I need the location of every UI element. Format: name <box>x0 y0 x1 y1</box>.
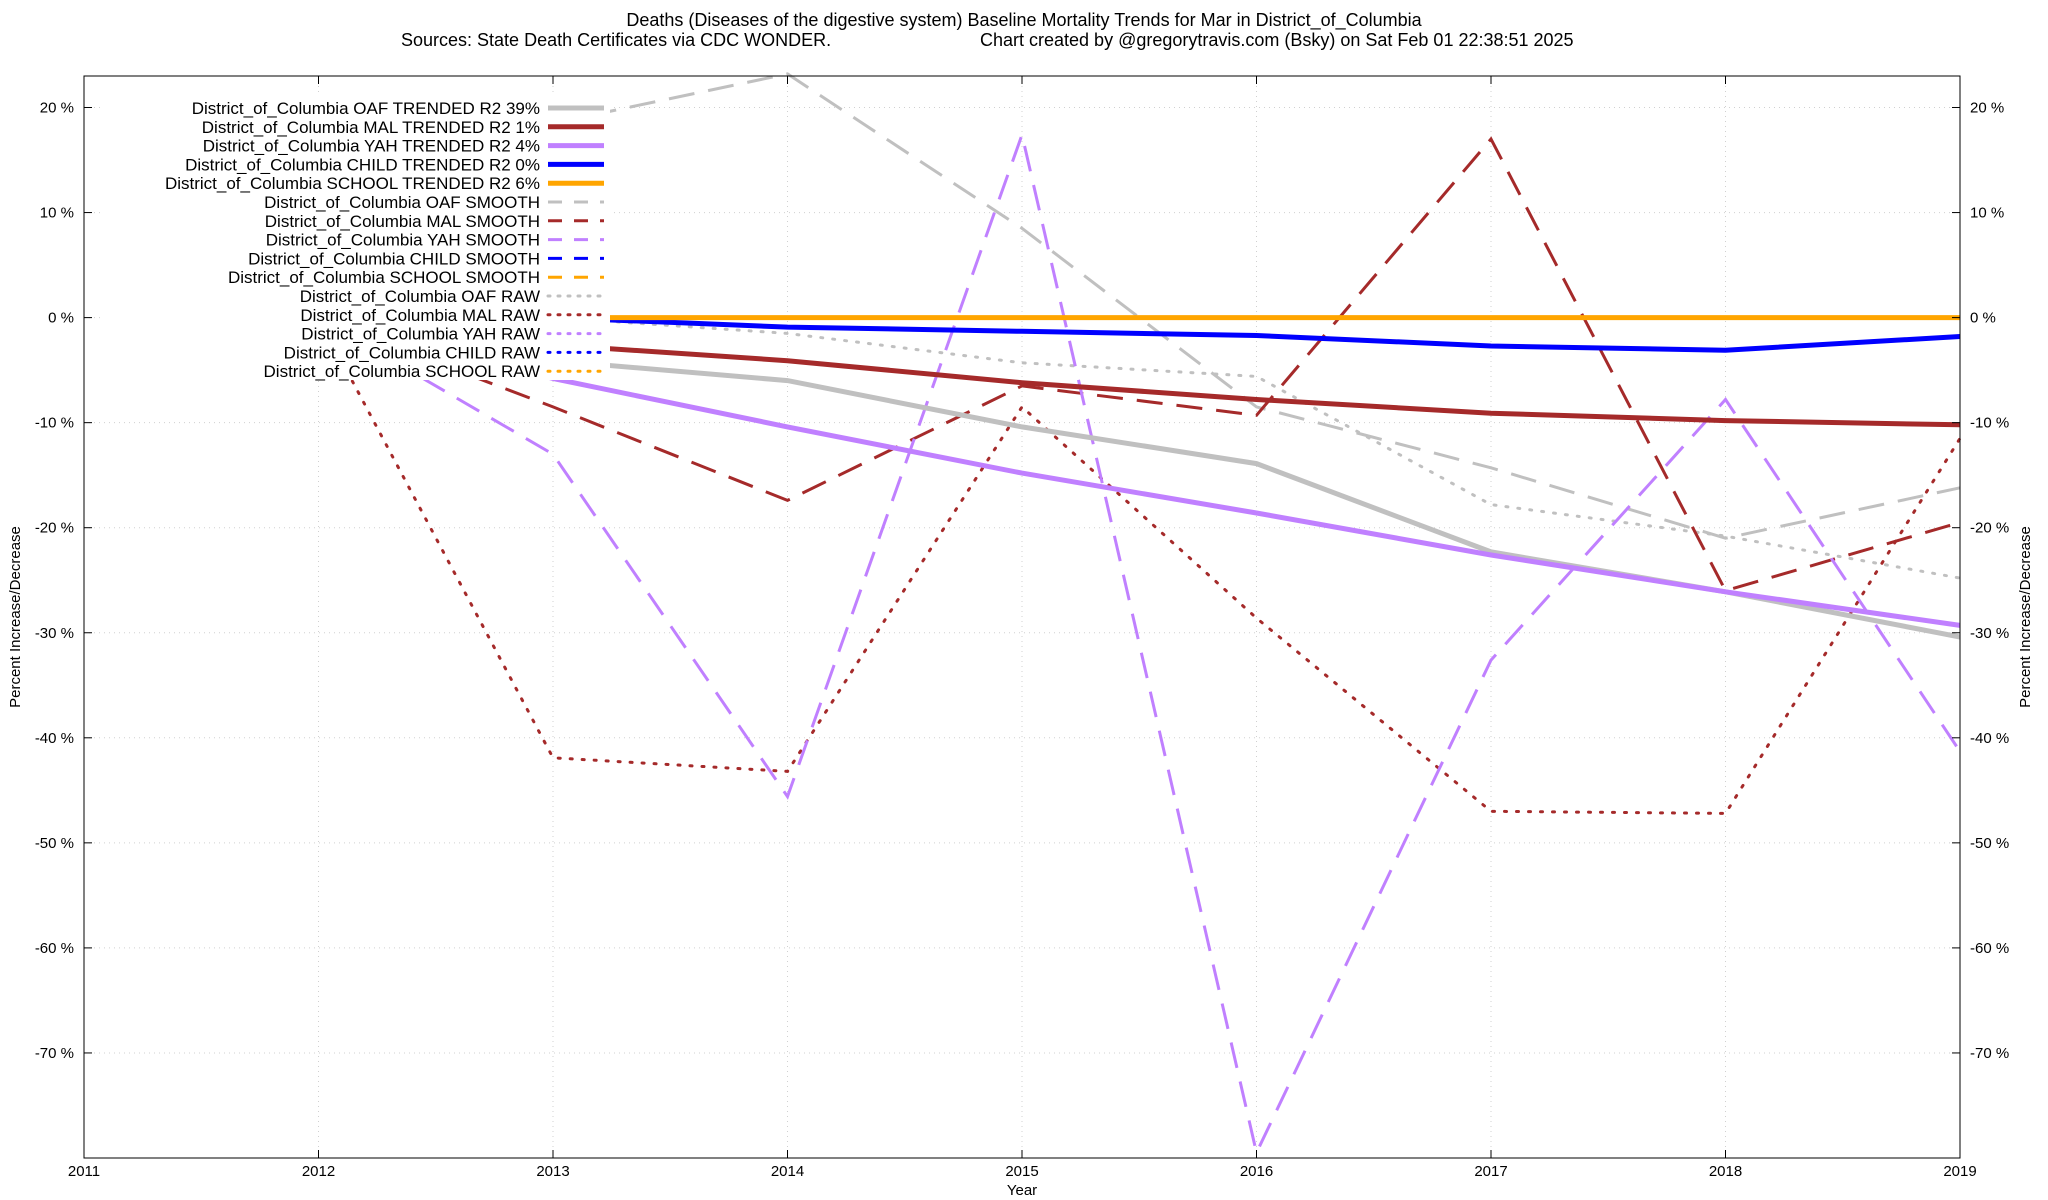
y-tick-label-left: 0 % <box>48 310 74 327</box>
x-tick-label: 2019 <box>1943 1163 1976 1180</box>
x-axis-label: Year <box>1007 1182 1037 1199</box>
legend-label: District_of_Columbia OAF TRENDED R2 39% <box>192 99 540 118</box>
legend-label: District_of_Columbia OAF RAW <box>300 287 540 306</box>
legend-label: District_of_Columbia YAH RAW <box>301 325 540 344</box>
legend-label: District_of_Columbia CHILD TRENDED R2 0% <box>185 155 540 174</box>
legend-label: District_of_Columbia MAL TRENDED R2 1% <box>202 118 540 137</box>
x-tick-label: 2012 <box>302 1163 335 1180</box>
y-tick-label-left: -50 % <box>35 835 74 852</box>
series-line-11 <box>317 316 1962 815</box>
y-tick-label-right: 0 % <box>1970 310 1996 327</box>
legend-label: District_of_Columbia MAL RAW <box>300 306 540 325</box>
y-tick-label-right: -60 % <box>1970 940 2009 957</box>
y-tick-label-left: -30 % <box>35 625 74 642</box>
chart-title: Deaths (Diseases of the digestive system… <box>626 10 1422 31</box>
legend-label: District_of_Columbia OAF SMOOTH <box>264 193 540 212</box>
y-axis-label-left: Percent Increase/Decrease <box>7 526 24 708</box>
tick-layer: 2011 2012 2013 2014 2015 2016 2017 2018 2019 20 %… <box>35 76 2009 1180</box>
y-axis-label-right: Percent Increase/Decrease <box>2017 526 2034 708</box>
legend-label: District_of_Columbia SCHOOL RAW <box>264 362 540 381</box>
y-tick-label-right: -20 % <box>1970 520 2009 537</box>
y-tick-label-left: -20 % <box>35 520 74 537</box>
y-tick-label-left: -40 % <box>35 730 74 747</box>
legend-label: District_of_Columbia CHILD SMOOTH <box>248 249 540 268</box>
chart-subtitle-credit: Chart created by @gregorytravis.com (Bsk… <box>980 30 1574 50</box>
x-tick-label: 2014 <box>771 1163 804 1180</box>
x-tick-label: 2013 <box>536 1163 569 1180</box>
legend-label: District_of_Columbia SCHOOL TRENDED R2 6… <box>165 174 540 193</box>
y-tick-label-right: -40 % <box>1970 730 2009 747</box>
y-tick-label-left: -60 % <box>35 940 74 957</box>
x-tick-label: 2018 <box>1709 1163 1742 1180</box>
y-tick-label-right: 20 % <box>1970 100 2004 117</box>
legend: District_of_Columbia OAF TRENDED R2 39%D… <box>100 92 610 381</box>
x-tick-label: 2016 <box>1240 1163 1273 1180</box>
legend-label: District_of_Columbia MAL SMOOTH <box>265 212 540 231</box>
legend-label: District_of_Columbia CHILD RAW <box>284 343 540 362</box>
chart-subtitle-sources: Sources: State Death Certificates via CD… <box>401 30 831 50</box>
y-tick-label-left: 20 % <box>40 100 74 117</box>
series-line-2 <box>317 315 1961 628</box>
legend-label: District_of_Columbia YAH SMOOTH <box>266 231 540 250</box>
legend-label: District_of_Columbia SCHOOL SMOOTH <box>228 268 540 287</box>
y-tick-label-right: -30 % <box>1970 625 2009 642</box>
legend-background <box>100 92 610 380</box>
y-tick-label-right: -10 % <box>1970 415 2009 432</box>
x-tick-label: 2015 <box>1005 1163 1038 1180</box>
y-tick-label-left: -70 % <box>35 1045 74 1062</box>
x-tick-label: 2011 <box>68 1163 100 1180</box>
y-tick-label-right: -70 % <box>1970 1045 2009 1062</box>
series-line-6 <box>317 136 1961 593</box>
y-tick-label-left: 10 % <box>40 205 74 222</box>
legend-label: District_of_Columbia YAH TRENDED R2 4% <box>203 137 540 156</box>
series-line-7 <box>317 129 1962 1158</box>
y-tick-label-left: -10 % <box>35 415 74 432</box>
y-tick-label-right: 10 % <box>1970 205 2004 222</box>
x-tick-label: 2017 <box>1474 1163 1507 1180</box>
y-tick-label-right: -50 % <box>1970 835 2009 852</box>
